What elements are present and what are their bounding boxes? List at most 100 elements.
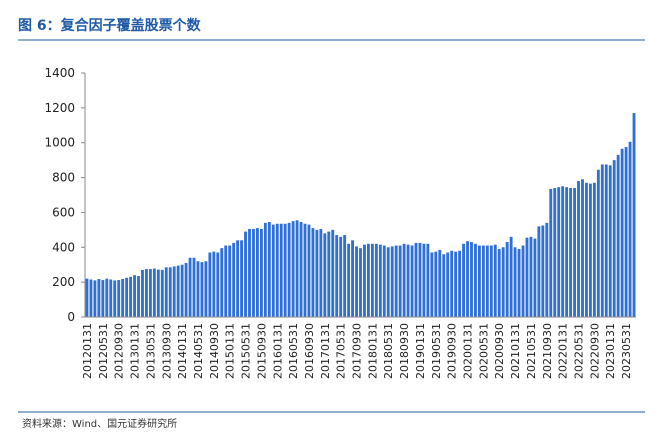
bar	[533, 238, 537, 317]
bar	[394, 245, 398, 317]
bar	[109, 279, 113, 317]
bar	[446, 252, 450, 317]
bar	[616, 154, 620, 317]
bar	[236, 240, 240, 317]
bar	[474, 243, 477, 317]
y-tick-label: 1000	[44, 136, 75, 150]
bar	[418, 242, 422, 317]
bar	[259, 228, 263, 317]
bar	[319, 228, 323, 317]
bar	[263, 222, 267, 317]
x-tick-label: 20230531	[620, 323, 633, 379]
bar	[355, 246, 358, 317]
bar	[604, 164, 608, 317]
x-tick-label: 20190531	[430, 323, 443, 379]
bar	[553, 188, 557, 317]
bar	[489, 245, 493, 317]
x-tick-label: 20150930	[255, 323, 268, 379]
y-tick-label: 1200	[44, 101, 75, 115]
bar	[327, 231, 331, 317]
bar	[156, 269, 160, 317]
bar	[624, 147, 628, 317]
bar	[442, 254, 446, 317]
bar	[244, 231, 247, 317]
bar	[493, 244, 497, 317]
bar	[481, 245, 485, 317]
x-tick-label: 20140131	[176, 323, 189, 379]
bar	[105, 278, 109, 317]
bar	[291, 221, 295, 317]
bar	[307, 224, 311, 317]
x-tick-label: 20180930	[398, 323, 411, 379]
bar	[267, 222, 271, 317]
bar	[303, 223, 307, 317]
bar	[529, 236, 533, 317]
bar	[212, 251, 216, 317]
bar	[485, 245, 489, 317]
bar	[438, 249, 442, 317]
bar	[525, 237, 529, 317]
bar	[620, 148, 624, 317]
bar	[168, 267, 172, 317]
bar	[287, 222, 291, 317]
bar	[406, 244, 410, 317]
bar	[275, 223, 279, 317]
y-tick-label: 400	[52, 240, 75, 254]
x-tick-label: 20140531	[192, 323, 205, 379]
bar	[121, 279, 125, 317]
bar	[386, 247, 390, 317]
bar	[470, 242, 473, 317]
bar	[545, 222, 549, 317]
bar	[454, 251, 458, 317]
x-tick-label: 20120930	[113, 323, 126, 379]
bar	[434, 251, 438, 317]
bar	[133, 275, 136, 317]
x-tick-label: 20170131	[319, 323, 332, 379]
bar	[208, 252, 212, 317]
bar	[240, 240, 244, 317]
bar	[577, 181, 580, 317]
bar	[359, 248, 362, 317]
x-tick-label: 20180131	[366, 323, 379, 379]
bar	[565, 187, 569, 317]
bar	[390, 246, 394, 317]
bar	[632, 113, 636, 317]
bar	[117, 280, 121, 317]
bar	[450, 250, 454, 317]
bar	[378, 244, 382, 317]
bar	[331, 229, 335, 317]
bar	[271, 224, 275, 317]
x-tick-label: 20230131	[604, 323, 617, 379]
bar	[85, 278, 89, 317]
bar	[382, 245, 386, 317]
bar	[497, 249, 501, 317]
bar	[188, 257, 192, 317]
bar	[256, 228, 259, 317]
bar	[367, 243, 370, 317]
x-tick-label: 20120131	[81, 323, 94, 379]
bar	[125, 277, 129, 317]
bar	[129, 276, 133, 317]
x-tick-label: 20210531	[525, 323, 538, 379]
bar	[537, 226, 541, 317]
bar	[592, 182, 596, 317]
x-tick-label: 20220531	[573, 323, 586, 379]
bar	[477, 245, 481, 317]
bar	[557, 187, 561, 317]
bar	[458, 250, 462, 317]
bar	[232, 242, 236, 317]
bar	[426, 243, 430, 317]
bar	[596, 169, 600, 317]
x-tick-label: 20170531	[335, 323, 348, 379]
bar	[184, 262, 188, 317]
x-tick-label: 20220930	[588, 323, 601, 379]
bar	[220, 248, 224, 317]
bar	[585, 182, 588, 317]
bar	[283, 223, 287, 317]
x-tick-label: 20150531	[240, 323, 253, 379]
bar	[148, 269, 152, 317]
bar	[343, 235, 347, 317]
bar	[315, 229, 319, 317]
bar	[152, 268, 156, 317]
bar	[299, 222, 303, 317]
